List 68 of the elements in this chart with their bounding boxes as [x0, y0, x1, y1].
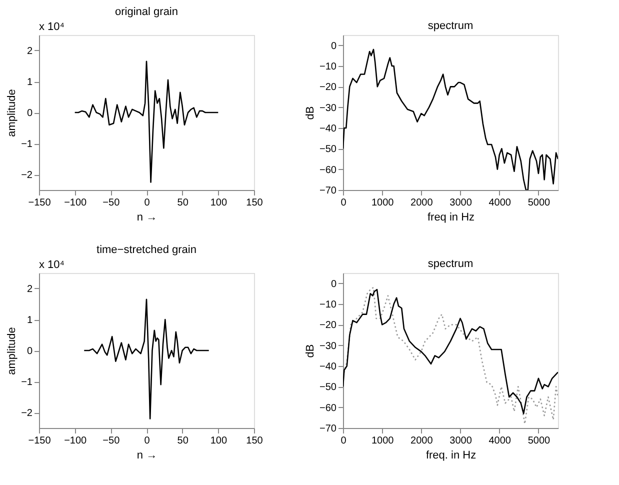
- x-tick-label: −150: [28, 436, 52, 446]
- chart-title: time−stretched grain: [96, 244, 196, 256]
- y-tick-label: 2: [26, 284, 33, 295]
- y-tick-label: −60: [320, 164, 337, 176]
- x-tick-label: 50: [177, 436, 189, 446]
- y-tick-label: 0: [330, 40, 337, 52]
- x-tick-label: 0: [340, 436, 347, 446]
- y-axis-title: amplitude: [6, 327, 18, 375]
- y-tick-label: −30: [320, 340, 337, 352]
- y-tick-label: −1: [21, 377, 33, 388]
- y-tick-label: −2: [21, 408, 33, 419]
- x-tick-label: −50: [102, 436, 120, 446]
- x-axis-title: freq in Hz: [427, 212, 475, 224]
- y-tick-label: −40: [320, 124, 337, 134]
- x-tick-label: 150: [246, 198, 264, 208]
- x-tick-label: −100: [64, 436, 88, 446]
- x-tick-label: 4000: [488, 198, 512, 208]
- y-tick-label: 0: [26, 108, 33, 119]
- x-tick-label: 100: [210, 198, 228, 208]
- y-tick-label: −2: [21, 170, 33, 181]
- text: x 10⁴: [39, 21, 65, 33]
- x-tick-label: 1000: [371, 198, 394, 208]
- x-tick-label: 0: [340, 198, 347, 208]
- x-tick-label: 1000: [371, 436, 394, 446]
- chart-title: spectrum: [428, 20, 474, 32]
- y-tick-label: −50: [320, 382, 337, 394]
- x-tick-label: 4000: [488, 436, 512, 446]
- x-tick-label: 2000: [410, 436, 434, 446]
- y-tick-label: 1: [26, 315, 33, 326]
- x-tick-label: −100: [64, 198, 88, 208]
- y-tick-label: −20: [320, 82, 337, 94]
- x-axis-title: n →: [136, 212, 158, 224]
- x-tick-label: 2000: [410, 198, 434, 208]
- text: x 10⁴: [39, 259, 65, 271]
- y-axis-title: dB: [304, 344, 317, 358]
- x-tick-label: 5000: [528, 436, 551, 446]
- x-axis-title: n →: [136, 450, 158, 462]
- x-tick-label: −150: [28, 198, 52, 208]
- y-tick-label: −70: [320, 186, 337, 196]
- line-series: [84, 298, 210, 420]
- y-tick-label: 1: [26, 77, 33, 88]
- y-tick-label: 0: [330, 278, 337, 290]
- x-tick-label: 0: [144, 436, 150, 446]
- x-tick-label: 50: [177, 198, 189, 208]
- x-tick-label: 0: [144, 198, 150, 208]
- x-tick-label: 5000: [528, 198, 551, 208]
- y-tick-label: −50: [320, 144, 337, 156]
- y-tick-label: −30: [320, 102, 337, 114]
- y-tick-label: −1: [21, 139, 33, 150]
- y-tick-label: −70: [320, 424, 337, 434]
- y-tick-label: −10: [320, 62, 337, 72]
- chart-title: spectrum: [428, 258, 474, 270]
- y-tick-label: −10: [320, 300, 337, 310]
- y-tick-label: −20: [320, 320, 337, 332]
- x-tick-label: 3000: [450, 198, 472, 208]
- y-tick-label: −60: [320, 402, 337, 414]
- x-tick-label: 3000: [450, 436, 472, 446]
- x-axis-title: freq. in Hz: [426, 450, 476, 462]
- chart-title: original grain: [115, 6, 178, 18]
- y-tick-label: 2: [26, 46, 33, 57]
- x-tick-label: 150: [246, 436, 264, 446]
- y-axis-title: dB: [304, 106, 317, 120]
- y-tick-label: 0: [26, 346, 33, 357]
- x-tick-label: −50: [102, 198, 120, 208]
- y-axis-title: amplitude: [6, 89, 18, 137]
- x-tick-label: 100: [210, 436, 228, 446]
- y-tick-label: −40: [320, 362, 337, 372]
- line-series: [74, 60, 219, 183]
